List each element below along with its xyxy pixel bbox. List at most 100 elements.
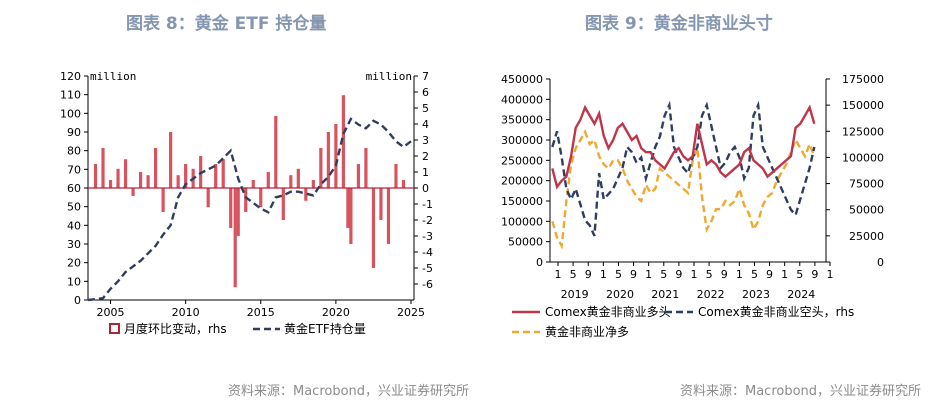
x-tick-label: 2020 xyxy=(322,306,350,319)
x-month-label: 1 xyxy=(736,268,743,281)
right-unit-label: million xyxy=(366,70,412,83)
right-tick-label: -4 xyxy=(422,246,433,259)
left-tick-label: 100000 xyxy=(501,215,543,228)
left-tick-label: 50 xyxy=(67,201,81,214)
right-tick-label: 175000 xyxy=(842,73,884,86)
x-month-label: 1 xyxy=(555,268,562,281)
bar-monthly-change xyxy=(346,188,350,228)
bar-monthly-change xyxy=(154,148,158,188)
bar-monthly-change xyxy=(236,188,240,236)
left-tick-label: 120 xyxy=(60,70,81,83)
right-tick-label: 2 xyxy=(422,150,429,163)
x-month-label: 5 xyxy=(660,268,667,281)
bar-monthly-change xyxy=(296,168,300,188)
right-tick-label: 1 xyxy=(422,166,429,179)
left-tick-label: 300000 xyxy=(501,134,543,147)
x-month-label: 5 xyxy=(706,268,713,281)
left-tick-label: 30 xyxy=(67,238,81,251)
left-tick-label: 60 xyxy=(67,182,81,195)
bar-monthly-change xyxy=(386,188,391,244)
bar-monthly-change xyxy=(138,172,143,188)
bar-monthly-change xyxy=(311,180,315,188)
bar-monthly-change xyxy=(364,148,368,188)
bar-monthly-change xyxy=(356,164,361,188)
bar-monthly-change xyxy=(214,164,218,188)
bar-monthly-change xyxy=(401,180,406,188)
right-tick-label: -6 xyxy=(422,278,433,291)
x-year-label: 2019 xyxy=(561,288,589,301)
bar-monthly-change xyxy=(131,188,135,196)
x-month-label: 1 xyxy=(691,268,698,281)
x-month-label: 5 xyxy=(570,268,577,281)
right-tick-label: 75000 xyxy=(849,178,884,191)
right-tick-label: 100000 xyxy=(842,151,884,164)
x-month-label: 9 xyxy=(766,268,773,281)
bar-monthly-change xyxy=(206,188,210,208)
bar-monthly-change xyxy=(233,188,237,288)
left-tick-label: 150000 xyxy=(501,195,543,208)
etf-holdings-line xyxy=(87,117,412,302)
left-tick-label: 110 xyxy=(60,89,81,102)
short-position-line xyxy=(551,100,816,237)
bar-monthly-change xyxy=(221,159,225,188)
left-unit-label: million xyxy=(90,70,136,83)
left-tick-label: 0 xyxy=(74,294,81,307)
x-month-label: 1 xyxy=(600,268,607,281)
x-month-label: 9 xyxy=(675,268,682,281)
right-tick-label: 6 xyxy=(422,86,429,99)
x-month-label: 1 xyxy=(827,268,834,281)
bar-monthly-change xyxy=(349,188,353,244)
source-note-left: 资料来源：Macrobond，兴业证券研究所 xyxy=(228,384,470,399)
left-tick-label: 450000 xyxy=(501,73,543,86)
x-year-label: 2021 xyxy=(651,288,679,301)
source-note-right: 资料来源：Macrobond，兴业证券研究所 xyxy=(680,384,922,399)
legend-label-short: Comex黄金非商业空头，rhs xyxy=(698,304,854,319)
legend-label-net: 黄金非商业净多 xyxy=(545,324,629,339)
x-year-label: 2020 xyxy=(606,288,634,301)
bar-monthly-change xyxy=(176,175,180,188)
x-year-label: 2022 xyxy=(697,288,725,301)
bar-monthly-change xyxy=(161,188,165,212)
bar-monthly-change xyxy=(281,188,285,220)
right-tick-label: 5 xyxy=(422,102,429,115)
bar-monthly-change xyxy=(259,188,263,208)
net-long-line xyxy=(551,129,816,250)
legend-label-etf: 黄金ETF持仓量 xyxy=(284,321,366,336)
right-tick-label: 125000 xyxy=(842,125,884,138)
x-tick-label: 2015 xyxy=(247,306,275,319)
bar-monthly-change xyxy=(379,188,383,220)
x-tick-label: 2005 xyxy=(97,306,125,319)
bar-monthly-change xyxy=(251,180,255,188)
left-tick-label: 350000 xyxy=(501,114,543,127)
bar-monthly-change xyxy=(146,175,150,188)
legend-label-bars: 月度环比变动，rhs xyxy=(124,321,227,336)
left-tick-label: 90 xyxy=(67,126,81,139)
left-tick-label: 20 xyxy=(67,257,81,270)
left-tick-label: 40 xyxy=(67,219,81,232)
x-month-label: 5 xyxy=(615,268,622,281)
bar-monthly-change xyxy=(326,132,330,188)
right-tick-label: 0 xyxy=(877,256,884,269)
bar-monthly-change xyxy=(334,124,338,188)
right-tick-label: 3 xyxy=(422,134,429,147)
right-tick-label: 25000 xyxy=(849,230,884,243)
x-year-label: 2023 xyxy=(742,288,770,301)
legend-label-long: Comex黄金非商业多头 xyxy=(545,304,671,319)
bar-monthly-change xyxy=(319,148,323,188)
bar-monthly-change xyxy=(274,116,278,188)
right-tick-label: -1 xyxy=(422,198,433,211)
x-month-label: 9 xyxy=(721,268,728,281)
x-tick-label: 2010 xyxy=(172,306,200,319)
x-month-label: 1 xyxy=(781,268,788,281)
right-tick-label: 4 xyxy=(422,118,429,131)
left-tick-label: 70 xyxy=(67,163,81,176)
x-tick-label: 2025 xyxy=(397,306,425,319)
long-position-line xyxy=(551,104,816,190)
x-month-label: 5 xyxy=(751,268,758,281)
bar-monthly-change xyxy=(394,164,398,188)
x-month-label: 9 xyxy=(585,268,592,281)
left-tick-label: 400000 xyxy=(501,93,543,106)
right-tick-label: 50000 xyxy=(849,204,884,217)
bar-monthly-change xyxy=(266,172,270,188)
